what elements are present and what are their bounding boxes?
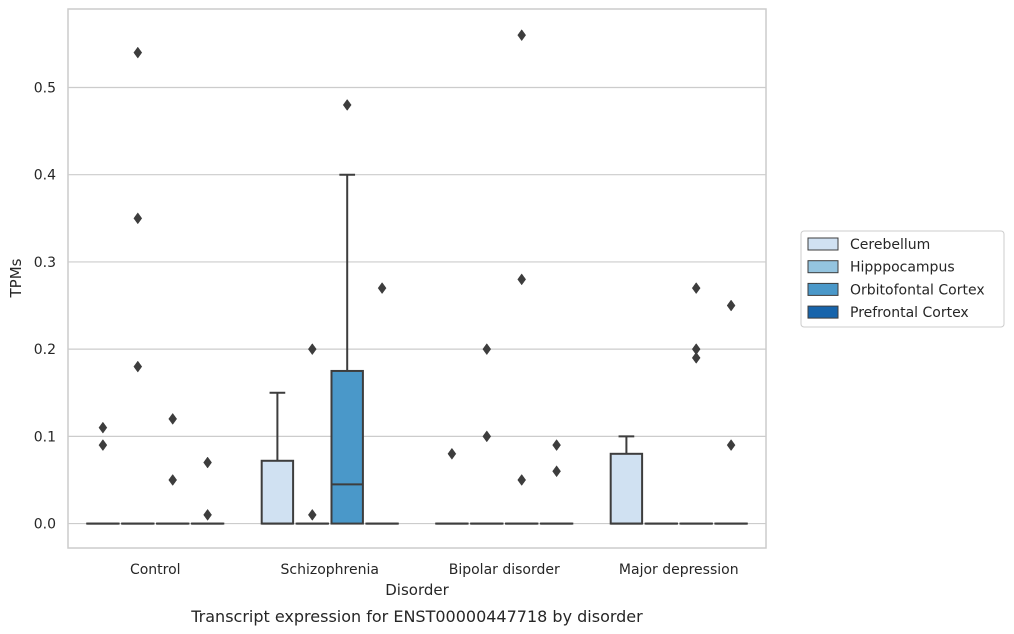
box-hipppocampus: [295, 343, 330, 525]
outlier-point: [726, 299, 736, 312]
x-tick-label: Major depression: [619, 562, 739, 578]
outlier-point: [133, 46, 143, 59]
outlier-point: [517, 273, 527, 286]
outlier-point: [517, 29, 527, 42]
outlier-point: [726, 439, 736, 452]
x-tick-label: Bipolar disorder: [449, 562, 560, 578]
legend-swatch: [807, 260, 839, 274]
y-tick-label: 0.4: [34, 168, 56, 184]
outlier-point: [447, 447, 457, 460]
y-tick-label: 0.0: [34, 517, 56, 533]
boxes: [86, 29, 748, 525]
box-hipppocampus: [121, 46, 155, 525]
y-axis-title: TPMs: [7, 258, 25, 298]
outlier-point: [203, 508, 212, 521]
outlier-point: [342, 99, 352, 111]
grid-lines: [68, 86, 766, 525]
outlier-point: [482, 430, 492, 443]
box-body: [260, 459, 295, 525]
x-tick-label: Schizophrenia: [281, 562, 379, 578]
outlier-point: [517, 474, 527, 486]
outlier-point: [552, 465, 561, 478]
legend-label: Cerebellum: [850, 237, 930, 253]
legend-label: Orbitofontal Cortex: [850, 282, 985, 298]
chart-caption: Transcript expression for ENST0000044771…: [190, 607, 643, 626]
legend-items: Cerebellum Hipppocampus Orbitofontal Corte…: [807, 237, 985, 321]
box-hipppocampus: [470, 343, 504, 525]
outlier-point: [307, 343, 317, 356]
box-prefrontal-cortex: [539, 439, 574, 525]
x-axis-title: Disorder: [385, 581, 449, 599]
outlier-point: [98, 439, 108, 452]
outlier-point: [552, 439, 561, 452]
legend-label: Hipppocampus: [850, 260, 955, 276]
legend-frame: [800, 230, 1005, 328]
y-tick-label: 0.5: [34, 80, 56, 96]
outlier-point: [133, 212, 143, 225]
legend-swatch: [807, 305, 839, 319]
box-cerebellum: [260, 391, 295, 525]
legend-swatch: [807, 282, 839, 296]
x-tick-label: Control: [130, 562, 181, 578]
box-orbitofontal-cortex: [330, 99, 364, 525]
outlier-point: [691, 282, 701, 295]
x-axis-ticks: Control Schizophrenia Bipolar disorder Majo…: [130, 562, 739, 578]
outlier-point: [168, 474, 178, 486]
outlier-point: [203, 456, 212, 469]
outlier-point: [98, 421, 108, 434]
legend: Cerebellum Hipppocampus Orbitofontal Corte…: [800, 230, 1005, 328]
box-body: [609, 452, 644, 525]
outlier-point: [307, 508, 317, 521]
outlier-point: [377, 282, 387, 295]
y-axis-ticks: 0.0 0.1 0.2 0.3 0.4 0.5: [34, 80, 56, 532]
plot-frame: [67, 8, 767, 549]
y-tick-label: 0.3: [34, 255, 56, 271]
box-prefrontal-cortex: [190, 456, 225, 525]
outlier-point: [691, 343, 701, 356]
legend-swatch: [807, 237, 839, 251]
outlier-point: [133, 360, 143, 373]
box-cerebellum: [609, 435, 644, 525]
outlier-point: [691, 351, 701, 364]
box-prefrontal-cortex: [714, 299, 748, 525]
box-orbitofontal-cortex: [155, 412, 190, 525]
y-tick-label: 0.1: [34, 429, 56, 445]
box-orbitofontal-cortex: [504, 29, 539, 525]
box-cerebellum: [435, 447, 469, 525]
box-body: [330, 369, 364, 525]
box-orbitofontal-cortex: [679, 282, 713, 525]
y-tick-label: 0.2: [34, 342, 56, 358]
legend-label: Prefrontal Cortex: [850, 305, 969, 321]
box-cerebellum: [86, 421, 120, 525]
box-prefrontal-cortex: [365, 282, 399, 525]
outlier-point: [168, 412, 178, 425]
outlier-point: [482, 343, 492, 356]
